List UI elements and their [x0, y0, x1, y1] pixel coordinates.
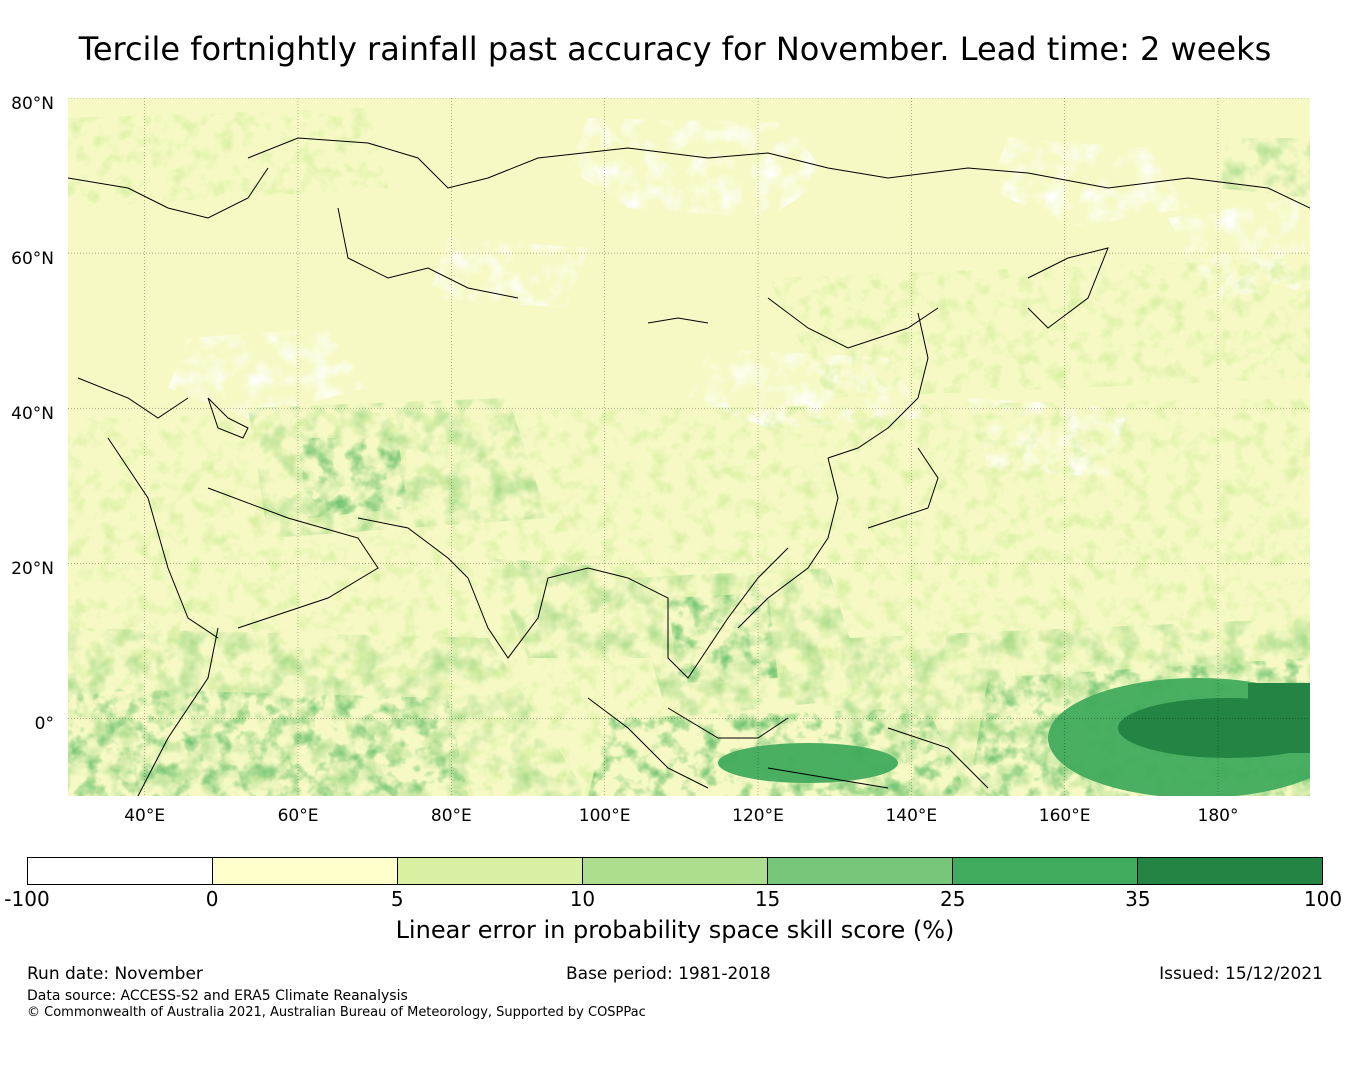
data-source: Data source: ACCESS-S2 and ERA5 Climate …	[27, 988, 408, 1004]
latitude-label: 20°N	[11, 559, 54, 580]
longitude-label: 80°E	[430, 806, 472, 826]
copyright: © Commonwealth of Australia 2021, Austra…	[27, 1005, 646, 1020]
colorbar-segment	[398, 858, 583, 884]
colorbar-tick-label: 5	[390, 887, 404, 911]
latitude-label: 60°N	[11, 249, 54, 270]
issued-date: Issued: 15/12/2021	[1159, 964, 1323, 984]
longitude-label: 160°E	[1038, 806, 1091, 826]
latitude-label: 0°	[34, 714, 54, 735]
longitude-label: 140°E	[885, 806, 938, 826]
colorbar-tick-label: 25	[939, 887, 966, 911]
graticule	[68, 98, 1310, 796]
colorbar-segment	[768, 858, 953, 884]
longitude-label: 180°	[1197, 806, 1239, 826]
colorbar-label: Linear error in probability space skill …	[395, 916, 955, 944]
colorbar-segment	[583, 858, 768, 884]
colorbar-segment	[953, 858, 1138, 884]
latitude-label: 40°N	[11, 404, 54, 425]
colorbar-tick-label: 15	[754, 887, 781, 911]
colorbar-tick-label: 100	[1303, 887, 1343, 911]
latitude-label: 80°N	[11, 94, 54, 114]
base-period: Base period: 1981-2018	[566, 964, 771, 984]
colorbar-segment	[28, 858, 213, 884]
skill-score-map	[68, 98, 1310, 796]
longitude-label: 100°E	[578, 806, 631, 826]
map-title: Tercile fortnightly rainfall past accura…	[78, 30, 1272, 68]
colorbar	[27, 857, 1323, 885]
colorbar-tick-label: 10	[569, 887, 596, 911]
skill-field-highest	[1118, 683, 1310, 758]
colorbar-tick-label: 0	[205, 887, 219, 911]
longitude-label: 60°E	[277, 806, 319, 826]
colorbar-segment	[1138, 858, 1322, 884]
colorbar-tick-label: -100	[4, 887, 50, 911]
colorbar-segment	[213, 858, 398, 884]
run-date: Run date: November	[27, 964, 203, 984]
colorbar-tick-label: 35	[1125, 887, 1151, 911]
longitude-label: 120°E	[732, 806, 784, 826]
longitude-label: 40°E	[124, 806, 166, 826]
coastlines	[68, 137, 1310, 796]
